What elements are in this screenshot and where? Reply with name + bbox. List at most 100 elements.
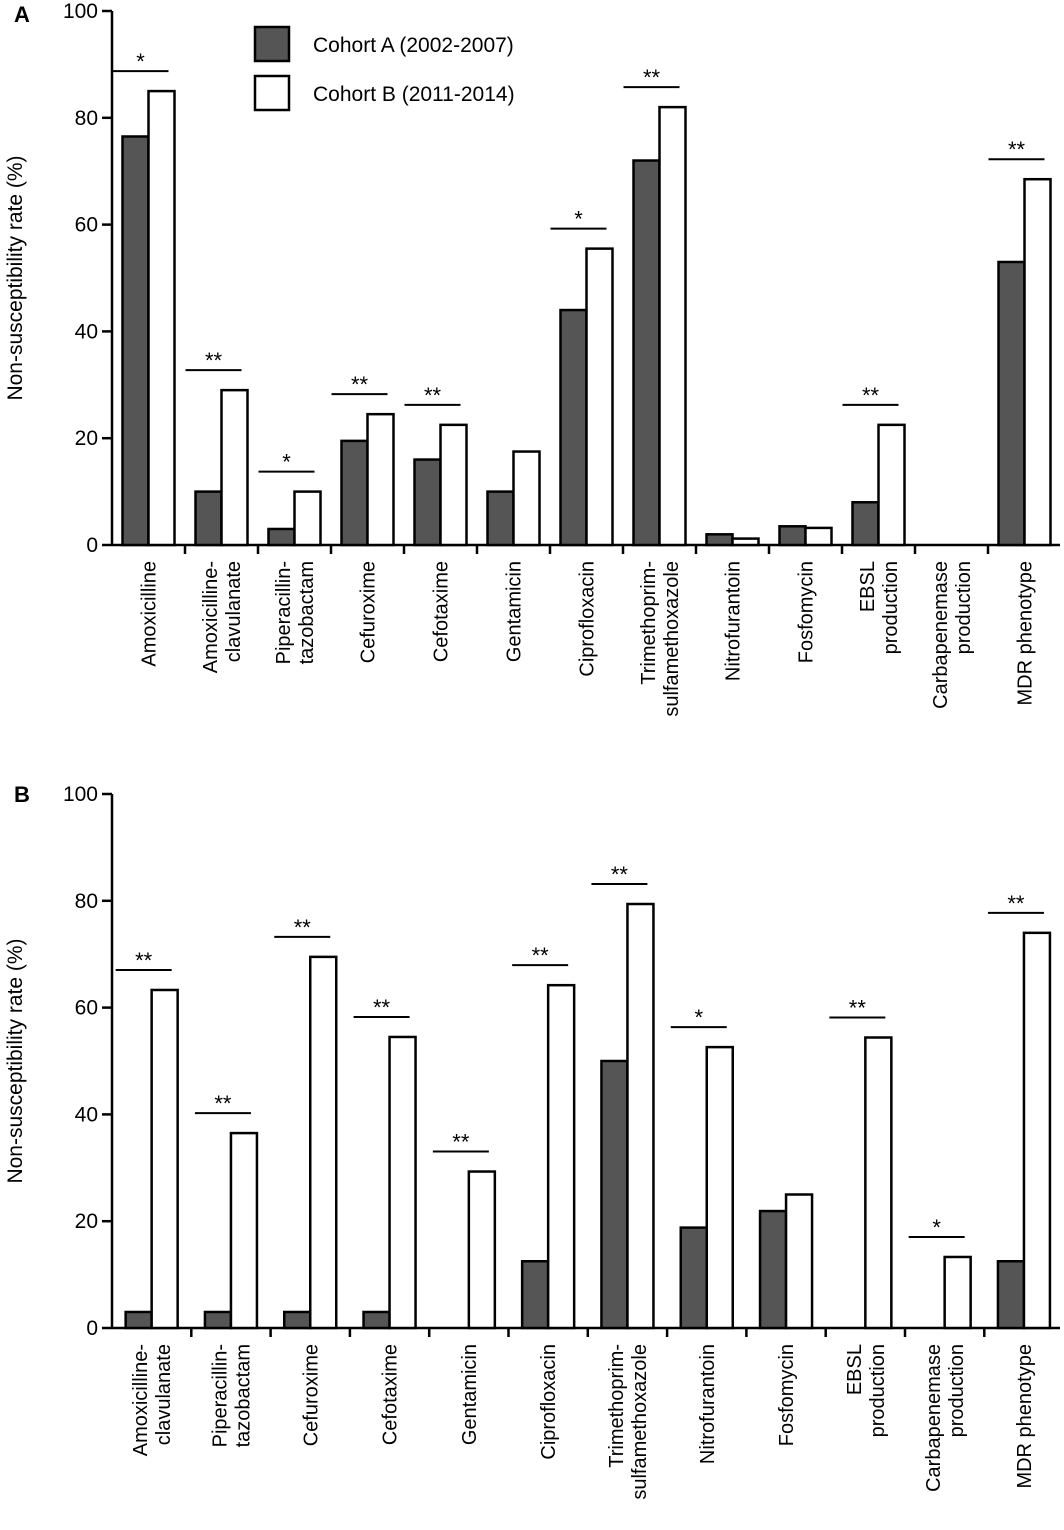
panel-b-chart: B Non-susceptibility rate (%) 0 20 40 60 80 100…	[4, 782, 1060, 1500]
bar-cohort-a	[362, 1310, 391, 1330]
significance-marker: **	[294, 915, 312, 940]
significance-marker: *	[694, 1005, 703, 1030]
x-category-label: Cefuroxime	[300, 1344, 322, 1446]
x-category-label: EBSL	[857, 561, 879, 612]
y-axis-label: Non-susceptibility rate (%)	[4, 155, 27, 400]
significance-marker: **	[611, 862, 629, 887]
x-category-label: Cefotaxime	[431, 561, 453, 662]
y-axis-label: Non-susceptibility rate (%)	[4, 938, 27, 1183]
x-category-label: Gentamicin	[504, 561, 526, 662]
x-category-label: Nitrofurantoin	[723, 561, 745, 681]
y-tick-label: 100	[63, 783, 98, 806]
x-category-label: Amoxicilline-	[200, 561, 222, 673]
bar-cohort-a	[283, 1310, 312, 1330]
x-category-label: Cefotaxime	[380, 1344, 402, 1445]
bar-cohort-a	[124, 1310, 153, 1330]
x-category-label: Fosfomycin	[796, 561, 818, 663]
x-category-label: Nitrofurantoin	[697, 1344, 719, 1464]
x-category-label: sulfamethoxazole	[629, 1344, 651, 1500]
significance-marker: **	[214, 1091, 232, 1116]
significance-marker: **	[532, 943, 550, 968]
bar-cohort-a	[996, 1260, 1026, 1330]
significance-marker: **	[452, 1130, 470, 1155]
bar-cohort-b	[626, 902, 655, 1330]
x-category-label: Amoxicilline-	[130, 1344, 152, 1456]
x-category-label: production	[880, 561, 902, 654]
bar-cohort-b	[1023, 177, 1052, 547]
x-category-label: tazobactam	[232, 1344, 254, 1447]
bar-cohort-a	[486, 490, 515, 547]
panel-label: A	[14, 2, 30, 27]
significance-marker: *	[574, 207, 583, 232]
y-tick-label: 60	[75, 214, 98, 237]
bar-cohort-a	[758, 1209, 788, 1330]
bar-cohort-a	[340, 439, 369, 547]
x-category-label: production	[953, 561, 975, 654]
x-category-label: MDR phenotype	[1015, 561, 1037, 706]
y-tick-label: 20	[75, 1210, 98, 1233]
x-category-label: Ciprofloxacin	[538, 1344, 560, 1460]
x-category-label: Carbapenemase	[930, 561, 952, 709]
significance-marker: *	[136, 49, 145, 74]
panel-label: B	[14, 782, 30, 807]
significance-marker: **	[1007, 891, 1025, 916]
bar-cohort-b	[467, 1170, 497, 1330]
significance-marker: **	[135, 948, 153, 973]
significance-marker: **	[849, 996, 867, 1021]
x-category-label: Piperacillin-	[209, 1344, 231, 1447]
bar-cohort-b	[1022, 931, 1052, 1330]
bar-cohort-b	[877, 423, 906, 547]
bar-cohort-b	[220, 388, 249, 547]
bar-cohort-b	[388, 1035, 417, 1330]
bar-cohort-a	[413, 458, 442, 547]
y-tick-label: 60	[75, 997, 98, 1020]
legend: Cohort A (2002-2007) Cohort B (2011-2014)	[253, 25, 515, 112]
x-category-label: sulfamethoxazole	[661, 561, 683, 717]
y-tick-label: 0	[86, 534, 98, 557]
significance-marker: **	[351, 372, 369, 397]
x-category-label: MDR phenotype	[1014, 1344, 1036, 1489]
x-category-label: production	[867, 1344, 889, 1437]
significance-marker: *	[282, 450, 291, 475]
significance-marker: **	[424, 383, 442, 408]
bar-cohort-b	[229, 1131, 259, 1330]
x-category-label: Trimethoprim-	[638, 561, 660, 685]
bar-cohort-b	[293, 490, 322, 547]
bar-cohort-b	[658, 105, 687, 547]
bar-cohort-b	[309, 955, 338, 1330]
y-tick-label: 0	[86, 1317, 98, 1340]
x-category-label: Fosfomycin	[776, 1344, 798, 1446]
bar-cohort-b	[784, 1193, 814, 1330]
y-tick-label: 20	[75, 427, 98, 450]
bar-cohort-a	[778, 525, 807, 547]
legend-label-cohort-a: Cohort A (2002-2007)	[313, 34, 514, 57]
x-category-label: production	[946, 1344, 968, 1437]
y-tick-label: 80	[75, 890, 98, 913]
bar-cohort-a	[520, 1260, 550, 1330]
bar-cohort-b	[585, 247, 614, 547]
significance-marker: **	[1008, 137, 1026, 162]
bar-cohort-b	[366, 412, 395, 547]
bar-cohort-a	[679, 1226, 708, 1330]
legend-swatch-cohort-a	[253, 25, 291, 63]
significance-marker: **	[643, 65, 661, 90]
bar-cohort-a	[705, 533, 734, 547]
bar-cohort-a	[559, 308, 588, 547]
x-category-label: Cefuroxime	[358, 561, 380, 663]
x-category-label: clavulanate	[223, 561, 245, 662]
bar-cohort-a	[600, 1059, 629, 1330]
x-category-label: EBSL	[844, 1344, 866, 1395]
x-category-label: tazobactam	[296, 561, 318, 664]
bar-cohort-a	[632, 159, 661, 547]
y-tick-label: 40	[75, 1103, 98, 1126]
bar-cohort-b	[546, 983, 576, 1330]
x-category-label: Piperacillin-	[273, 561, 295, 664]
legend-swatch-cohort-b	[253, 74, 291, 112]
y-tick-label: 40	[75, 320, 98, 343]
x-category-label: Gentamicin	[459, 1344, 481, 1445]
x-category-label: Amoxicilline	[139, 561, 161, 667]
x-category-label: Carbapenemase	[923, 1344, 945, 1492]
bar-cohort-b	[943, 1255, 972, 1330]
significance-marker: *	[932, 1215, 941, 1240]
